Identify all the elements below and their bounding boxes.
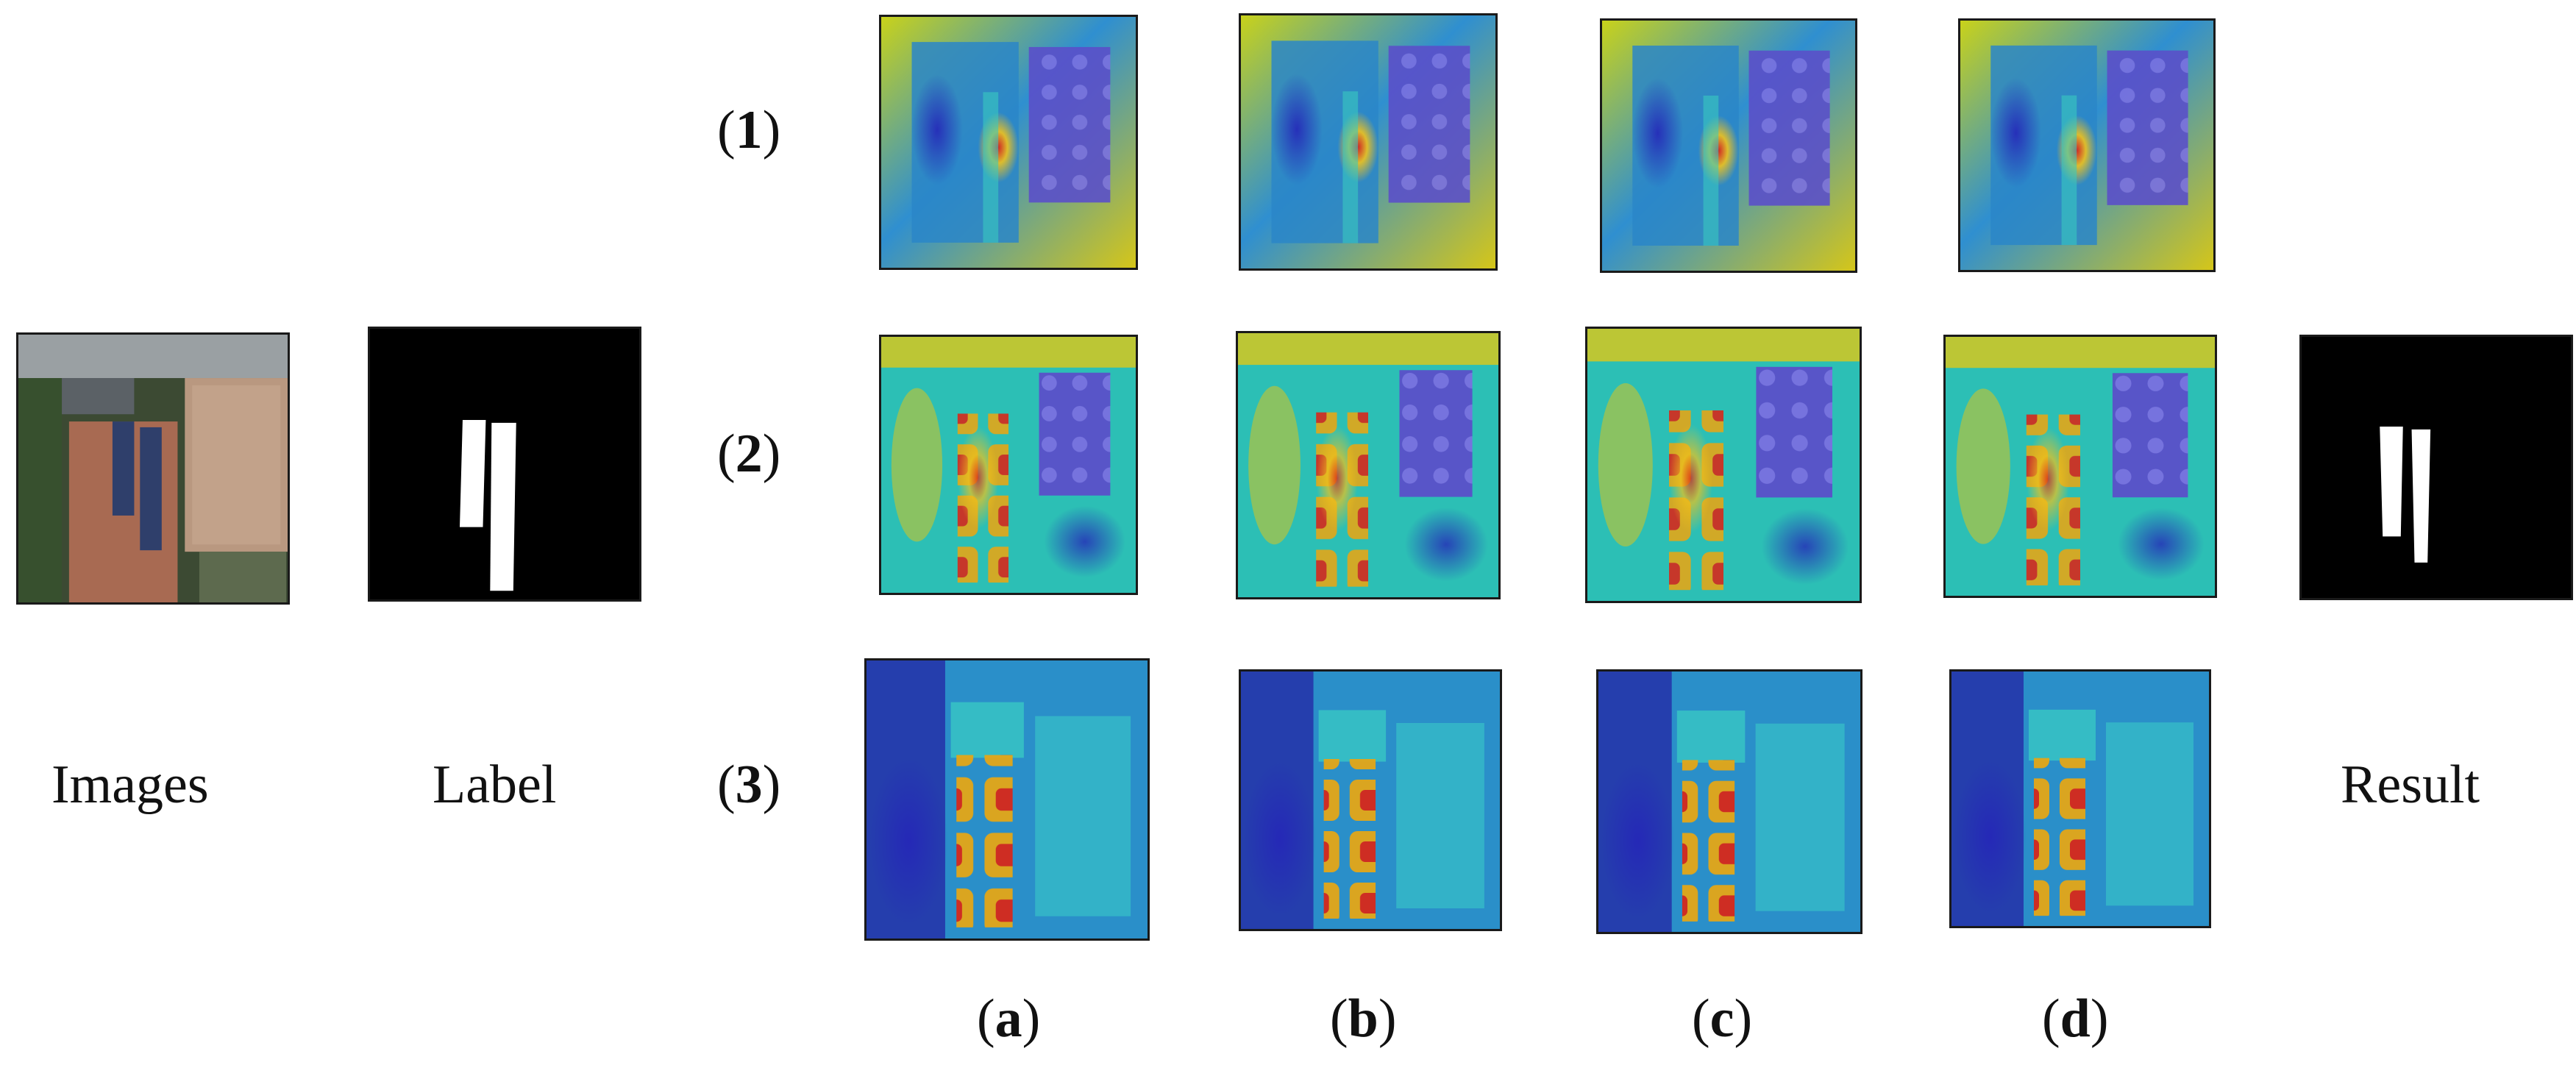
heatmap-row3-col-a — [864, 658, 1150, 941]
result-mask-image — [2299, 335, 2573, 600]
col-label-a: (a) — [977, 989, 1041, 1049]
heatmap-row1-col-c — [1600, 18, 1857, 273]
heatmap-row2-col-c — [1585, 327, 1862, 603]
heatmap-row1-col-d — [1958, 18, 2216, 272]
col-label-d: (d) — [2042, 989, 2109, 1049]
row-label-1: (1) — [717, 100, 781, 160]
col-label-c: (c) — [1692, 989, 1753, 1049]
col-label-b: (b) — [1330, 989, 1397, 1049]
heatmap-row2-col-a — [879, 335, 1138, 595]
heatmap-row1-col-a — [879, 15, 1138, 270]
heatmap-row3-col-b — [1239, 669, 1502, 931]
row-label-2: (2) — [717, 424, 781, 484]
heatmap-row1-col-b — [1239, 13, 1498, 271]
heatmap-row3-col-d — [1949, 669, 2211, 928]
heatmap-row2-col-d — [1943, 335, 2217, 598]
row-label-3: (3) — [717, 755, 781, 815]
label-mask-image — [368, 327, 641, 602]
result-label: Result — [2341, 755, 2480, 815]
heatmap-row2-col-b — [1236, 331, 1501, 599]
source-aerial-image — [16, 332, 290, 605]
images-label: Images — [51, 755, 209, 815]
heatmap-row3-col-c — [1596, 669, 1862, 934]
label-label: Label — [433, 755, 557, 815]
